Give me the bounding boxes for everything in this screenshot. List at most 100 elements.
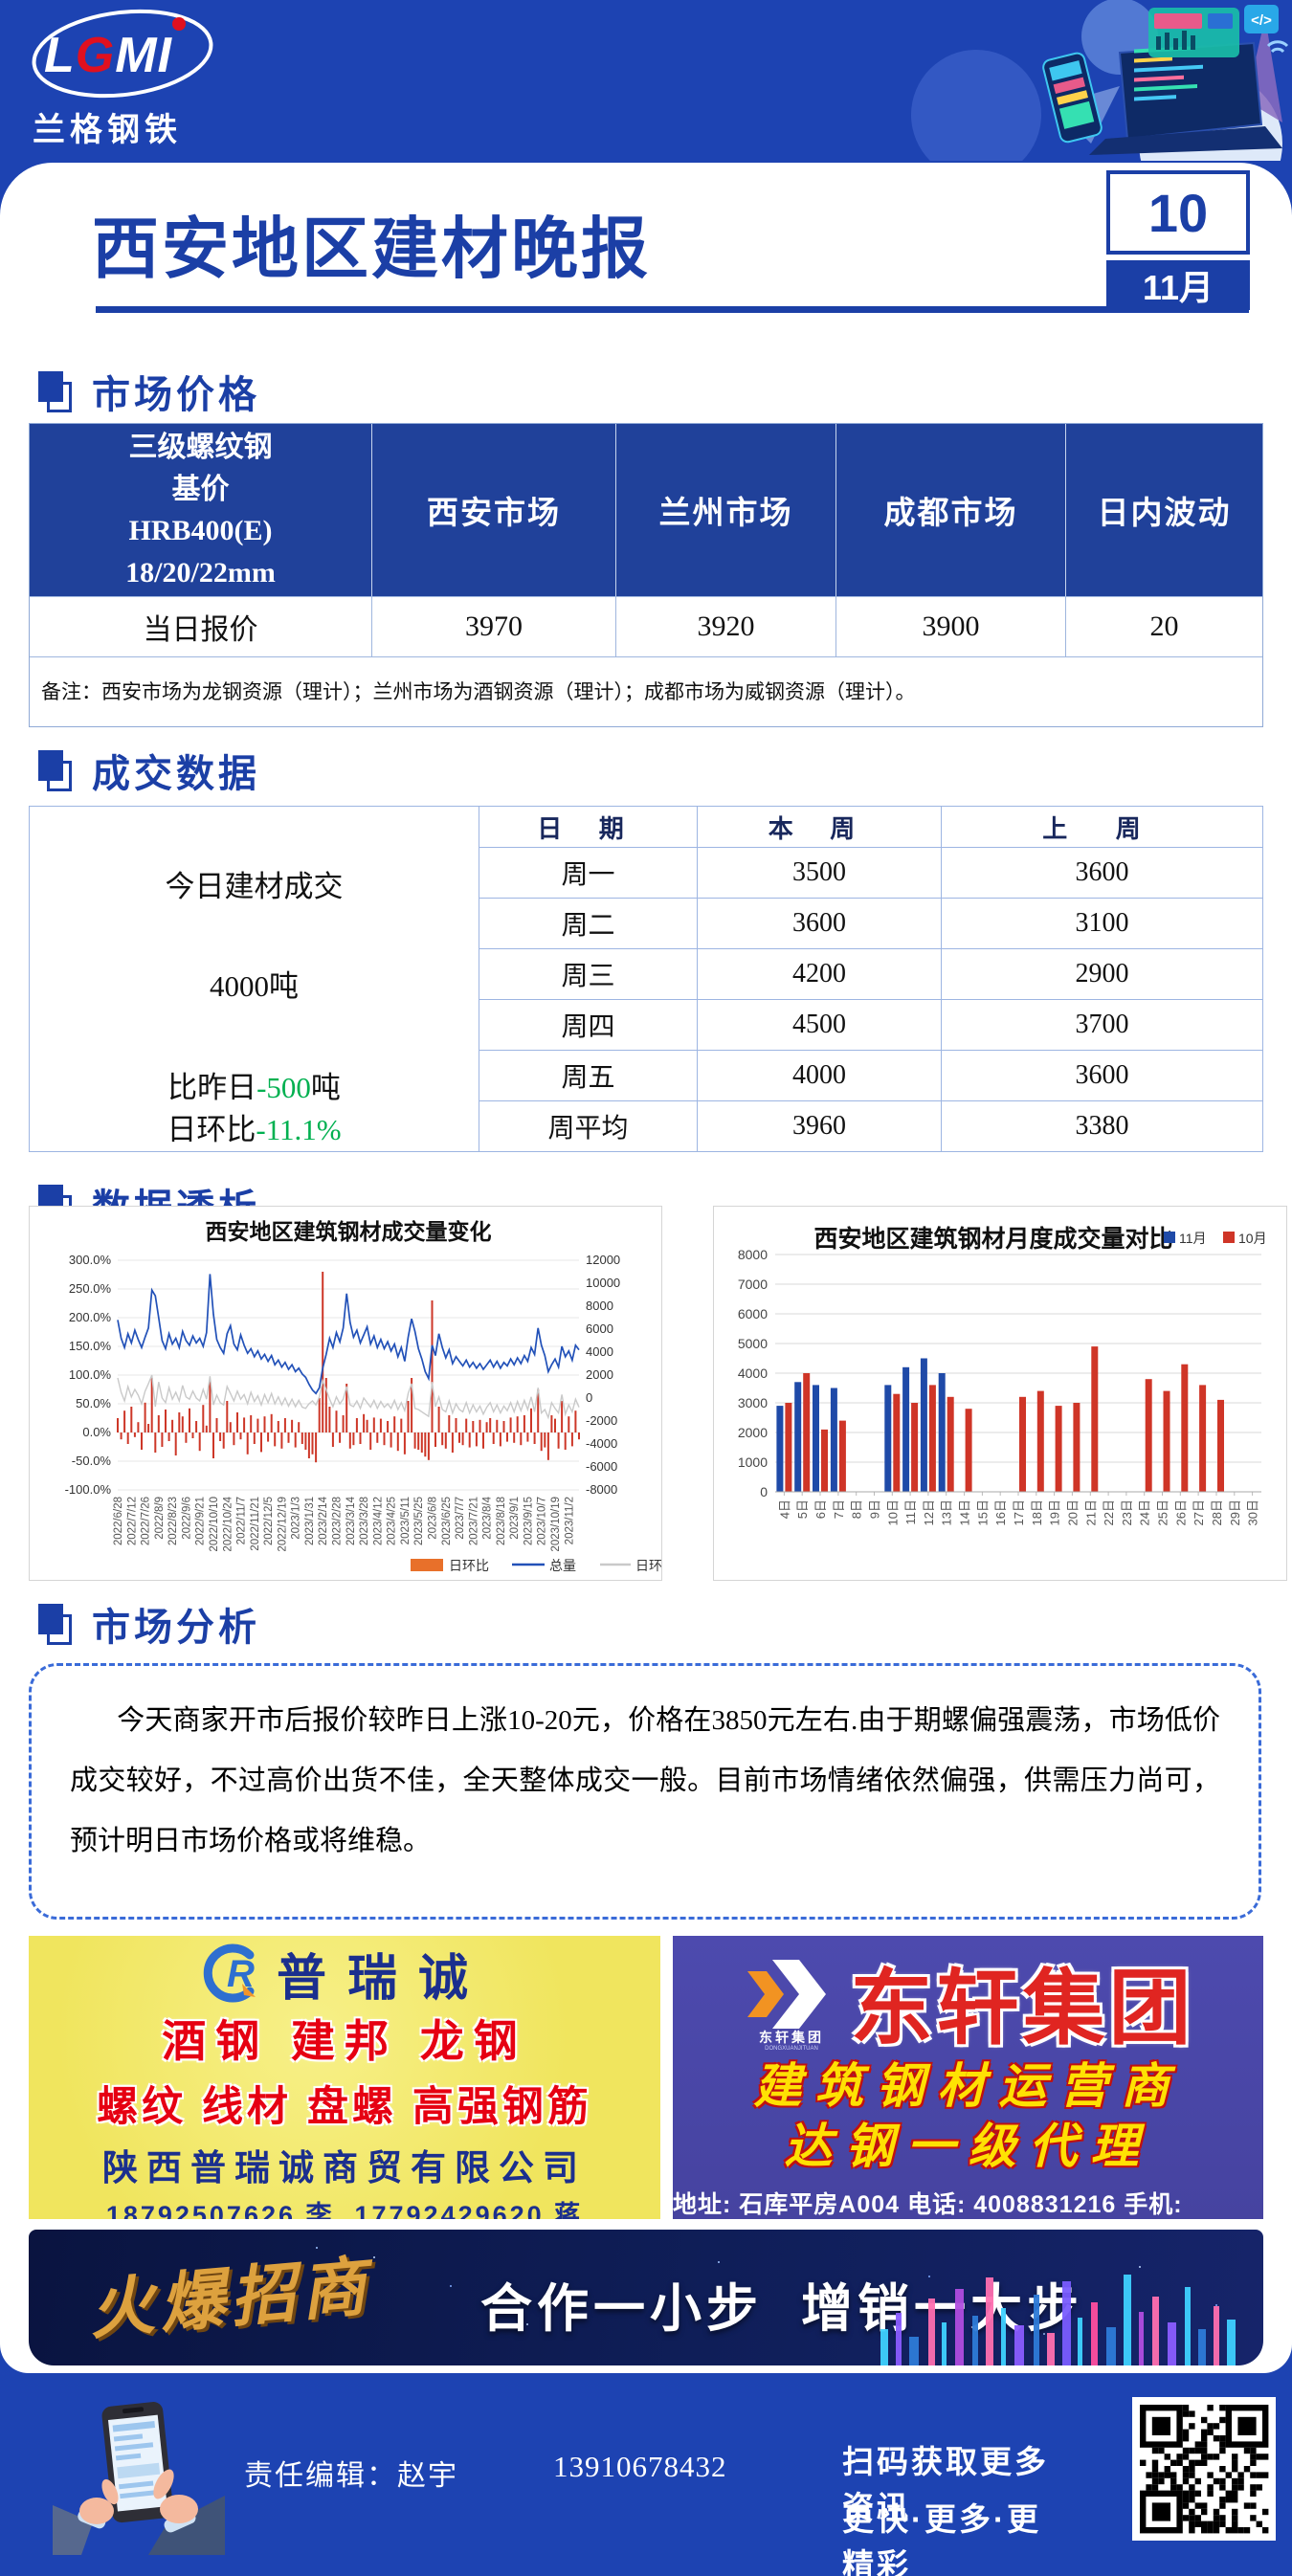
svg-text:21日: 21日 bbox=[1083, 1499, 1098, 1525]
deals-cell: 2900 bbox=[942, 948, 1262, 999]
svg-text:-2000: -2000 bbox=[586, 1413, 617, 1428]
section-title: 市场分析 bbox=[92, 1607, 260, 1649]
date-day: 10 bbox=[1106, 170, 1250, 255]
svg-text:30日: 30日 bbox=[1246, 1499, 1260, 1525]
banner-stars bbox=[316, 2247, 318, 2249]
editor-phone: 13910678432 bbox=[553, 2450, 727, 2483]
svg-text:10日: 10日 bbox=[885, 1499, 900, 1525]
price-value-xian: 3970 bbox=[372, 596, 616, 656]
section-market-price: 市场价格 bbox=[38, 364, 260, 419]
svg-text:22日: 22日 bbox=[1102, 1499, 1116, 1525]
product-line: 基价 bbox=[171, 473, 230, 505]
svg-text:2023/4/12: 2023/4/12 bbox=[372, 1497, 384, 1545]
price-table-note: 备注：西安市场为龙钢资源（理计）；兰州市场为酒钢资源（理计）；成都市场为威钢资源… bbox=[30, 656, 1262, 726]
svg-text:50.0%: 50.0% bbox=[76, 1396, 111, 1410]
svg-text:2023/1/31: 2023/1/31 bbox=[304, 1497, 316, 1545]
svg-text:24日: 24日 bbox=[1138, 1499, 1152, 1525]
svg-text:2000: 2000 bbox=[738, 1425, 768, 1440]
section-deals: 成交数据 bbox=[38, 743, 260, 798]
svg-text:8000: 8000 bbox=[738, 1247, 768, 1262]
svg-text:9日: 9日 bbox=[868, 1499, 882, 1519]
svg-text:2023/5/25: 2023/5/25 bbox=[413, 1497, 425, 1545]
svg-text:20日: 20日 bbox=[1065, 1499, 1080, 1525]
svg-text:0: 0 bbox=[586, 1390, 592, 1405]
product-line: HRB400(E) bbox=[128, 515, 273, 546]
svg-text:2022/10/24: 2022/10/24 bbox=[222, 1496, 234, 1551]
svg-text:2023/9/1: 2023/9/1 bbox=[509, 1497, 521, 1540]
logo-letter-g: G bbox=[75, 28, 116, 83]
deals-cell: 3100 bbox=[942, 898, 1262, 948]
svg-text:-8000: -8000 bbox=[586, 1482, 617, 1497]
svg-text:11月: 11月 bbox=[1179, 1231, 1207, 1246]
deals-cell: 3600 bbox=[942, 847, 1262, 898]
deals-header-thisweek: 本 周 bbox=[698, 807, 942, 847]
tech-illustration: </> bbox=[911, 0, 1289, 161]
svg-text:2023/6/25: 2023/6/25 bbox=[441, 1497, 453, 1545]
svg-text:15日: 15日 bbox=[975, 1499, 990, 1525]
svg-text:8000: 8000 bbox=[586, 1299, 613, 1313]
svg-text:29日: 29日 bbox=[1228, 1499, 1242, 1525]
svg-text:10月: 10月 bbox=[1238, 1231, 1267, 1246]
svg-text:东轩集团: 东轩集团 bbox=[759, 2030, 824, 2045]
svg-text:200.0%: 200.0% bbox=[69, 1310, 112, 1324]
section-title: 市场价格 bbox=[92, 374, 260, 416]
logo-ellipse-icon bbox=[32, 9, 213, 99]
deals-cell: 周五 bbox=[479, 1050, 698, 1100]
svg-text:19日: 19日 bbox=[1048, 1499, 1062, 1525]
svg-text:2022/10/10: 2022/10/10 bbox=[209, 1497, 220, 1552]
phone-hands-illustration bbox=[53, 2402, 225, 2555]
svg-text:0.0%: 0.0% bbox=[82, 1425, 111, 1439]
deals-cell: 周平均 bbox=[479, 1100, 698, 1151]
svg-text:</>: </> bbox=[1251, 12, 1272, 29]
price-table: 三级螺纹钢 基价 HRB400(E) 18/20/22mm 西安市场 兰州市场 … bbox=[29, 423, 1263, 727]
price-header-fluctuation: 日内波动 bbox=[1066, 424, 1262, 596]
deals-cell: 3700 bbox=[942, 999, 1262, 1050]
promo-banner: 火爆招商 合作一小步 增销一大步 bbox=[29, 2230, 1263, 2365]
ad-left-phones-1: 18792507626 李 17792429620 蒋 bbox=[105, 2201, 584, 2219]
svg-text:2023/8/18: 2023/8/18 bbox=[496, 1497, 507, 1545]
svg-text:2022/7/26: 2022/7/26 bbox=[141, 1497, 152, 1545]
deals-summary-line2: 4000吨 bbox=[210, 969, 299, 1003]
deals-cell: 4000 bbox=[698, 1050, 942, 1100]
svg-text:14日: 14日 bbox=[958, 1499, 972, 1525]
svg-text:2022/12/5: 2022/12/5 bbox=[263, 1497, 275, 1545]
volume-change-chart: 西安地区建筑钢材成交量变化 -100.0% -50.0% 0.0% 50.0% 100.0… bbox=[29, 1206, 676, 1581]
price-header-chengdu: 成都市场 bbox=[836, 424, 1066, 596]
ad-left-brands: 酒钢 建邦 龙钢 bbox=[162, 2016, 527, 2066]
svg-text:2023/2/14: 2023/2/14 bbox=[318, 1496, 329, 1545]
svg-text:6000: 6000 bbox=[738, 1306, 768, 1321]
svg-text:1000: 1000 bbox=[738, 1455, 768, 1470]
svg-text:2023/7/7: 2023/7/7 bbox=[455, 1497, 466, 1540]
deals-cell: 4500 bbox=[698, 999, 942, 1050]
svg-text:2022/12/19: 2022/12/19 bbox=[277, 1497, 288, 1552]
logo-letter-l: L bbox=[44, 28, 76, 83]
price-value-fluctuation: 20 bbox=[1066, 596, 1262, 656]
dongxuan-logo-icon: 东轩集团 DONGXUANJITUAN bbox=[746, 1960, 826, 2050]
price-value-lanzhou: 3920 bbox=[616, 596, 836, 656]
ad-puruicheng: R 普瑞诚 酒钢 建邦 龙钢 螺纹 线材 盘螺 高强钢筋 陕西普瑞诚商贸有限公司… bbox=[29, 1936, 660, 2219]
svg-text:日环比: 日环比 bbox=[635, 1558, 661, 1573]
svg-text:13日: 13日 bbox=[940, 1499, 954, 1525]
qr-caption-2: 更快·更多·更精彩 bbox=[842, 2501, 1041, 2576]
price-value-chengdu: 3900 bbox=[836, 596, 1066, 656]
deals-cell: 3600 bbox=[942, 1050, 1262, 1100]
ad-left-name: 普瑞诚 bbox=[276, 1950, 489, 2007]
svg-text:2022/11/21: 2022/11/21 bbox=[250, 1497, 261, 1551]
delta-value: -500 bbox=[256, 1071, 311, 1104]
svg-text:2022/11/7: 2022/11/7 bbox=[236, 1497, 248, 1544]
banner-skyline bbox=[880, 2275, 1236, 2365]
deals-cell: 3960 bbox=[698, 1100, 942, 1151]
price-header-xian: 西安市场 bbox=[372, 424, 616, 596]
ad-left-company: 陕西普瑞诚商贸有限公司 bbox=[102, 2149, 587, 2188]
svg-text:7日: 7日 bbox=[832, 1499, 846, 1519]
deals-cell: 4200 bbox=[698, 948, 942, 999]
logo-letter-i: I bbox=[157, 28, 172, 83]
date-badge: 10 11月 bbox=[1106, 170, 1250, 310]
deals-summary-line1: 今日建材成交 bbox=[165, 870, 344, 903]
section-analysis: 市场分析 bbox=[38, 1596, 260, 1652]
svg-text:4000: 4000 bbox=[738, 1366, 768, 1381]
lgmi-logo: LGMI 兰格钢铁 bbox=[27, 6, 228, 159]
svg-text:2022/7/12: 2022/7/12 bbox=[126, 1497, 138, 1545]
svg-text:6000: 6000 bbox=[586, 1321, 613, 1336]
svg-text:2023/9/15: 2023/9/15 bbox=[523, 1497, 534, 1545]
